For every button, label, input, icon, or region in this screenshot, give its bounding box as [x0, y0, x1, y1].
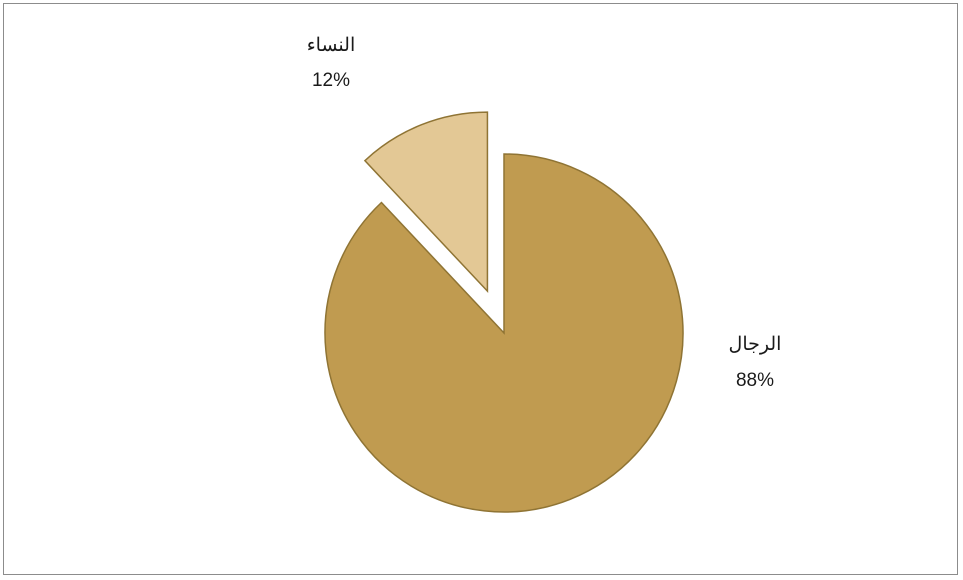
data-label-women-category: النساء — [307, 35, 355, 56]
data-label-men-value: 88% — [736, 370, 774, 391]
data-label-women-value: 12% — [312, 70, 350, 91]
pie-slice-men — [324, 153, 684, 513]
pie-slice-women — [363, 111, 489, 294]
data-label-men-category: الرجال — [729, 334, 782, 355]
